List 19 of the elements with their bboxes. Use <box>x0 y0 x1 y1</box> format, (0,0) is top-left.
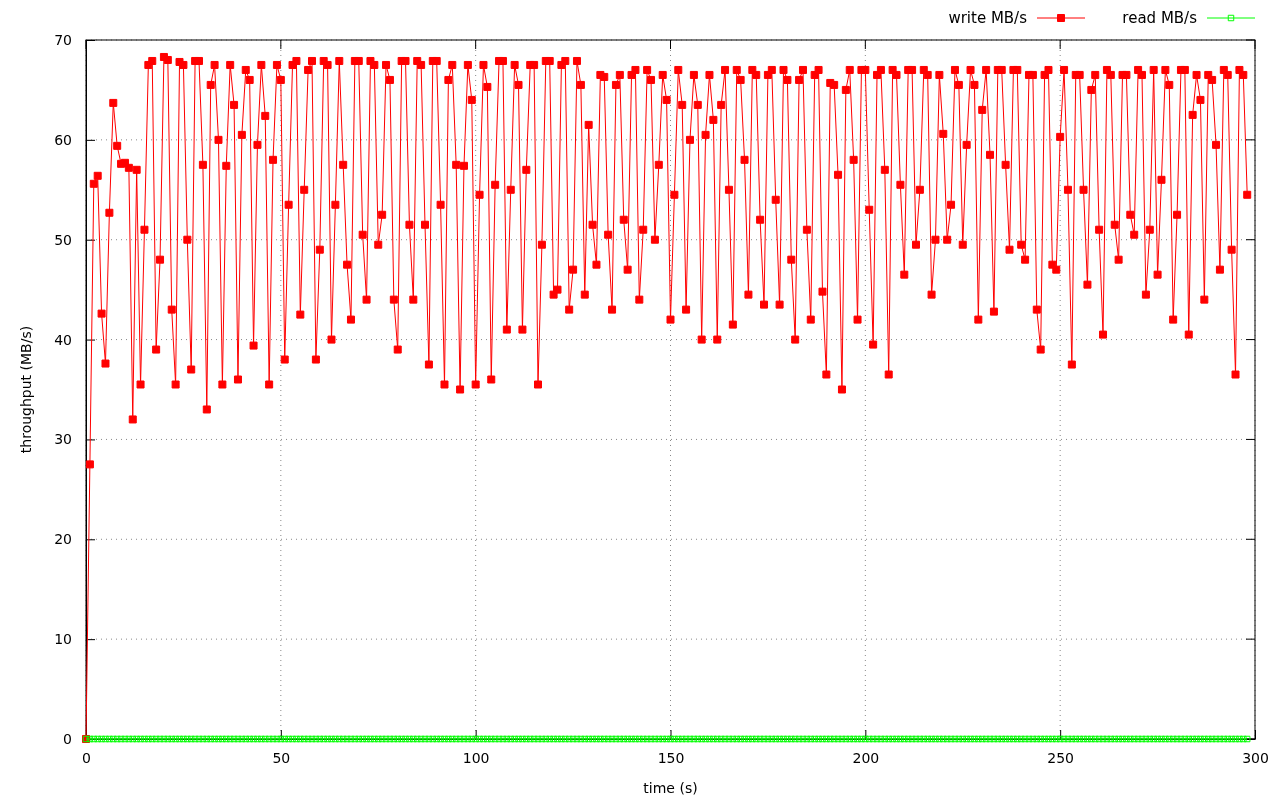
y-tick-label: 20 <box>54 531 72 548</box>
x-tick-label: 200 <box>852 749 880 766</box>
y-tick-label: 50 <box>54 231 72 248</box>
legend-label: write MB/s <box>948 9 1028 27</box>
y-tick-label: 60 <box>54 131 72 148</box>
y-tick-label: 40 <box>54 331 72 348</box>
x-tick-label: 0 <box>82 749 91 766</box>
y-tick-label: 70 <box>54 31 72 48</box>
x-tick-label: 300 <box>1242 749 1269 766</box>
legend-label: read MB/s <box>1122 9 1198 27</box>
y-tick-label: 0 <box>63 730 72 747</box>
y-tick-label: 10 <box>54 631 72 648</box>
y-axis-title: throughput (MB/s) <box>18 325 34 454</box>
x-axis-title: time (s) <box>643 780 698 796</box>
x-tick-label: 100 <box>462 749 490 766</box>
x-tick-label: 150 <box>657 749 685 766</box>
y-tick-label: 30 <box>54 431 72 448</box>
x-tick-label: 50 <box>272 749 291 766</box>
x-tick-label: 250 <box>1047 749 1075 766</box>
